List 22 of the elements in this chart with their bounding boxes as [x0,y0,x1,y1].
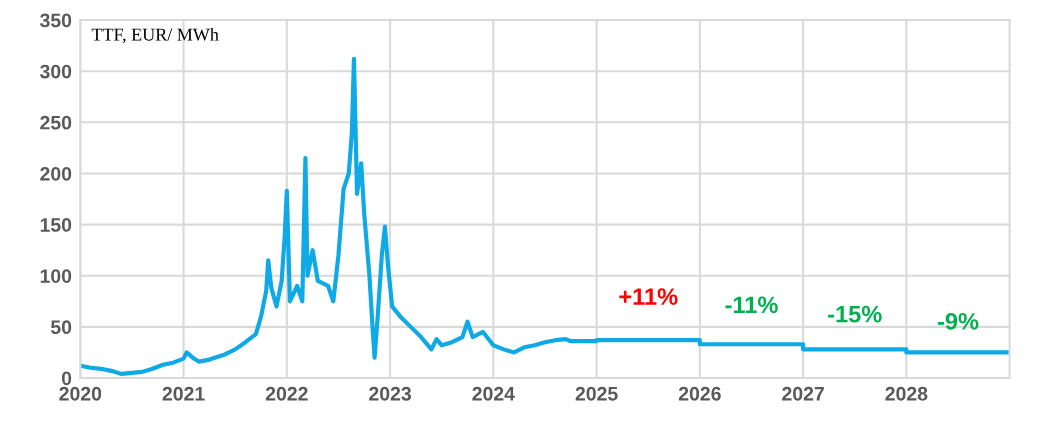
y-tick-label: 250 [40,115,72,130]
x-tick-label: 2020 [59,386,102,401]
x-tick-label: 2024 [472,386,515,401]
chart-title: TTF, EUR/ MWh [91,27,219,44]
annotation: -9% [937,313,979,330]
y-tick-label: 300 [39,64,72,79]
annotation: +11% [619,288,678,305]
annotation: -11% [725,296,778,314]
y-tick-label: 100 [40,269,72,283]
y-tick-label: 150 [40,218,72,232]
x-tick-label: 2023 [369,386,412,401]
x-tick-label: 2027 [782,386,824,401]
y-tick-label: 50 [50,320,72,335]
annotation: -15% [828,305,882,323]
x-tick-label: 2028 [885,386,928,401]
x-tick-label: 2026 [678,386,721,401]
x-tick-label: 2025 [575,386,618,401]
x-tick-label: 2022 [265,386,308,401]
y-tick-label: 200 [40,166,72,181]
y-tick-label: 350 [39,13,72,28]
y-tick-label: 0 [61,371,72,386]
x-tick-label: 2021 [162,386,205,401]
